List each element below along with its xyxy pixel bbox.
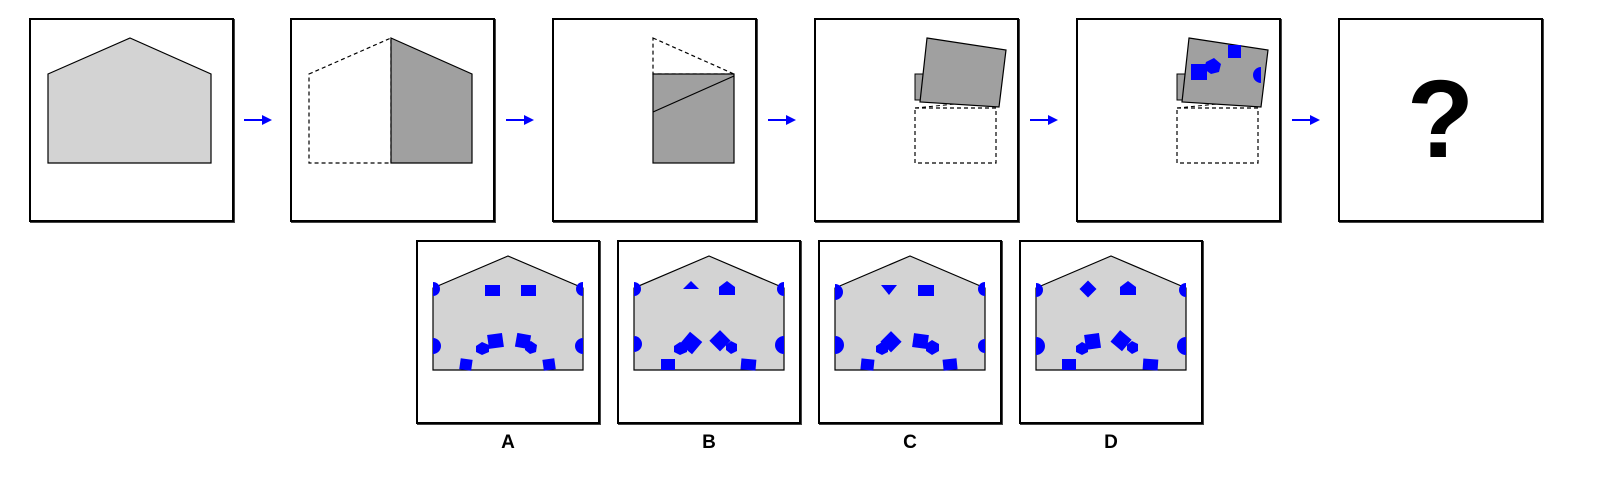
question-mark: ? bbox=[1406, 58, 1475, 181]
option-a-panel[interactable] bbox=[416, 240, 600, 424]
step-5-panel bbox=[1076, 18, 1281, 222]
option-b-diagram bbox=[633, 255, 785, 371]
punch-diagram bbox=[1176, 37, 1269, 164]
option-c-label: C bbox=[903, 432, 917, 453]
step-3-panel bbox=[552, 18, 757, 222]
option-b-panel[interactable] bbox=[617, 240, 801, 424]
option-c-diagram bbox=[834, 255, 986, 371]
option-b-label: B bbox=[702, 432, 716, 453]
step-2-panel bbox=[290, 18, 495, 222]
option-a-diagram bbox=[432, 255, 584, 371]
step-1-panel bbox=[29, 18, 234, 222]
option-d-panel[interactable] bbox=[1019, 240, 1203, 424]
question-panel: ? bbox=[1338, 18, 1543, 222]
option-a-label: A bbox=[501, 432, 515, 453]
arrow-right-icon bbox=[768, 115, 796, 125]
arrow-right-icon bbox=[1292, 115, 1320, 125]
option-c-panel[interactable] bbox=[818, 240, 1002, 424]
step-4-panel bbox=[814, 18, 1019, 222]
option-d-label: D bbox=[1104, 432, 1118, 453]
arrow-right-icon bbox=[244, 115, 272, 125]
option-d-diagram bbox=[1035, 255, 1187, 371]
unfolded-paper-shape bbox=[47, 37, 212, 164]
punched-holes bbox=[1191, 45, 1261, 83]
arrow-right-icon bbox=[1030, 115, 1058, 125]
arrow-right-icon bbox=[506, 115, 534, 125]
fold-vertical-diagram bbox=[308, 37, 473, 164]
fold-up-diagram bbox=[914, 37, 1007, 164]
fold-triangle-diagram bbox=[652, 37, 735, 164]
